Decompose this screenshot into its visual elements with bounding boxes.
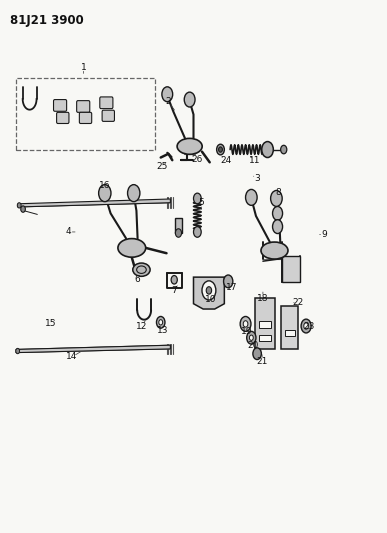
Ellipse shape [261,242,288,259]
Circle shape [194,227,201,237]
Text: 20: 20 [248,341,259,350]
Text: 8: 8 [276,188,281,197]
Text: 10: 10 [205,295,217,304]
Circle shape [243,321,248,327]
Circle shape [247,332,256,344]
Text: 4: 4 [65,228,71,237]
FancyBboxPatch shape [77,101,90,112]
Text: 24: 24 [220,156,231,165]
Bar [259,335,271,341]
Circle shape [262,142,273,158]
Circle shape [281,146,287,154]
Text: 22: 22 [293,298,304,307]
Text: 6: 6 [135,275,140,284]
FancyBboxPatch shape [53,100,67,111]
Circle shape [217,144,224,155]
Circle shape [202,281,216,300]
Circle shape [253,348,261,360]
Circle shape [240,317,251,332]
Text: 3: 3 [254,174,260,183]
Text: 17: 17 [226,283,238,292]
Polygon shape [282,256,300,282]
Text: 18: 18 [257,294,269,303]
FancyBboxPatch shape [102,110,115,122]
Text: 21: 21 [257,357,268,366]
Circle shape [21,206,26,212]
Circle shape [246,189,257,205]
Circle shape [156,317,165,328]
Text: 19: 19 [241,327,252,336]
Ellipse shape [177,139,202,155]
Text: 15: 15 [45,319,57,328]
Circle shape [304,323,308,329]
Polygon shape [255,298,275,349]
Text: 7: 7 [171,286,177,295]
Ellipse shape [133,263,150,276]
Polygon shape [16,345,170,353]
Ellipse shape [118,239,146,257]
Circle shape [171,276,177,284]
Text: 1: 1 [81,63,86,71]
FancyBboxPatch shape [100,97,113,109]
Circle shape [219,147,223,152]
Text: 2: 2 [166,97,171,106]
Circle shape [272,220,283,233]
Circle shape [301,319,311,333]
Text: 9: 9 [322,230,327,239]
Circle shape [162,87,173,102]
Circle shape [99,184,111,201]
Circle shape [128,184,140,201]
Polygon shape [194,277,224,309]
Text: 23: 23 [303,321,315,330]
Bar [259,321,271,328]
Text: 13: 13 [157,326,168,335]
Bar [175,218,182,233]
Circle shape [249,335,253,341]
Text: 16: 16 [99,181,111,190]
Circle shape [17,203,21,208]
Circle shape [206,287,212,294]
Circle shape [272,206,283,220]
Circle shape [175,229,182,237]
Text: 5: 5 [198,198,204,207]
Bar [16,78,155,150]
Bar [284,330,295,336]
Circle shape [271,190,282,206]
Polygon shape [281,306,298,349]
Polygon shape [18,199,170,207]
FancyBboxPatch shape [79,112,92,124]
Text: 81J21 3900: 81J21 3900 [10,14,84,27]
FancyBboxPatch shape [57,112,69,124]
Text: 25: 25 [156,162,168,171]
Circle shape [194,193,201,204]
Circle shape [184,92,195,107]
Circle shape [16,349,20,354]
Circle shape [224,275,233,288]
Text: 11: 11 [250,156,261,165]
Text: 14: 14 [66,352,78,361]
Text: 26: 26 [191,155,202,164]
Text: 12: 12 [136,321,147,330]
Circle shape [159,320,163,325]
